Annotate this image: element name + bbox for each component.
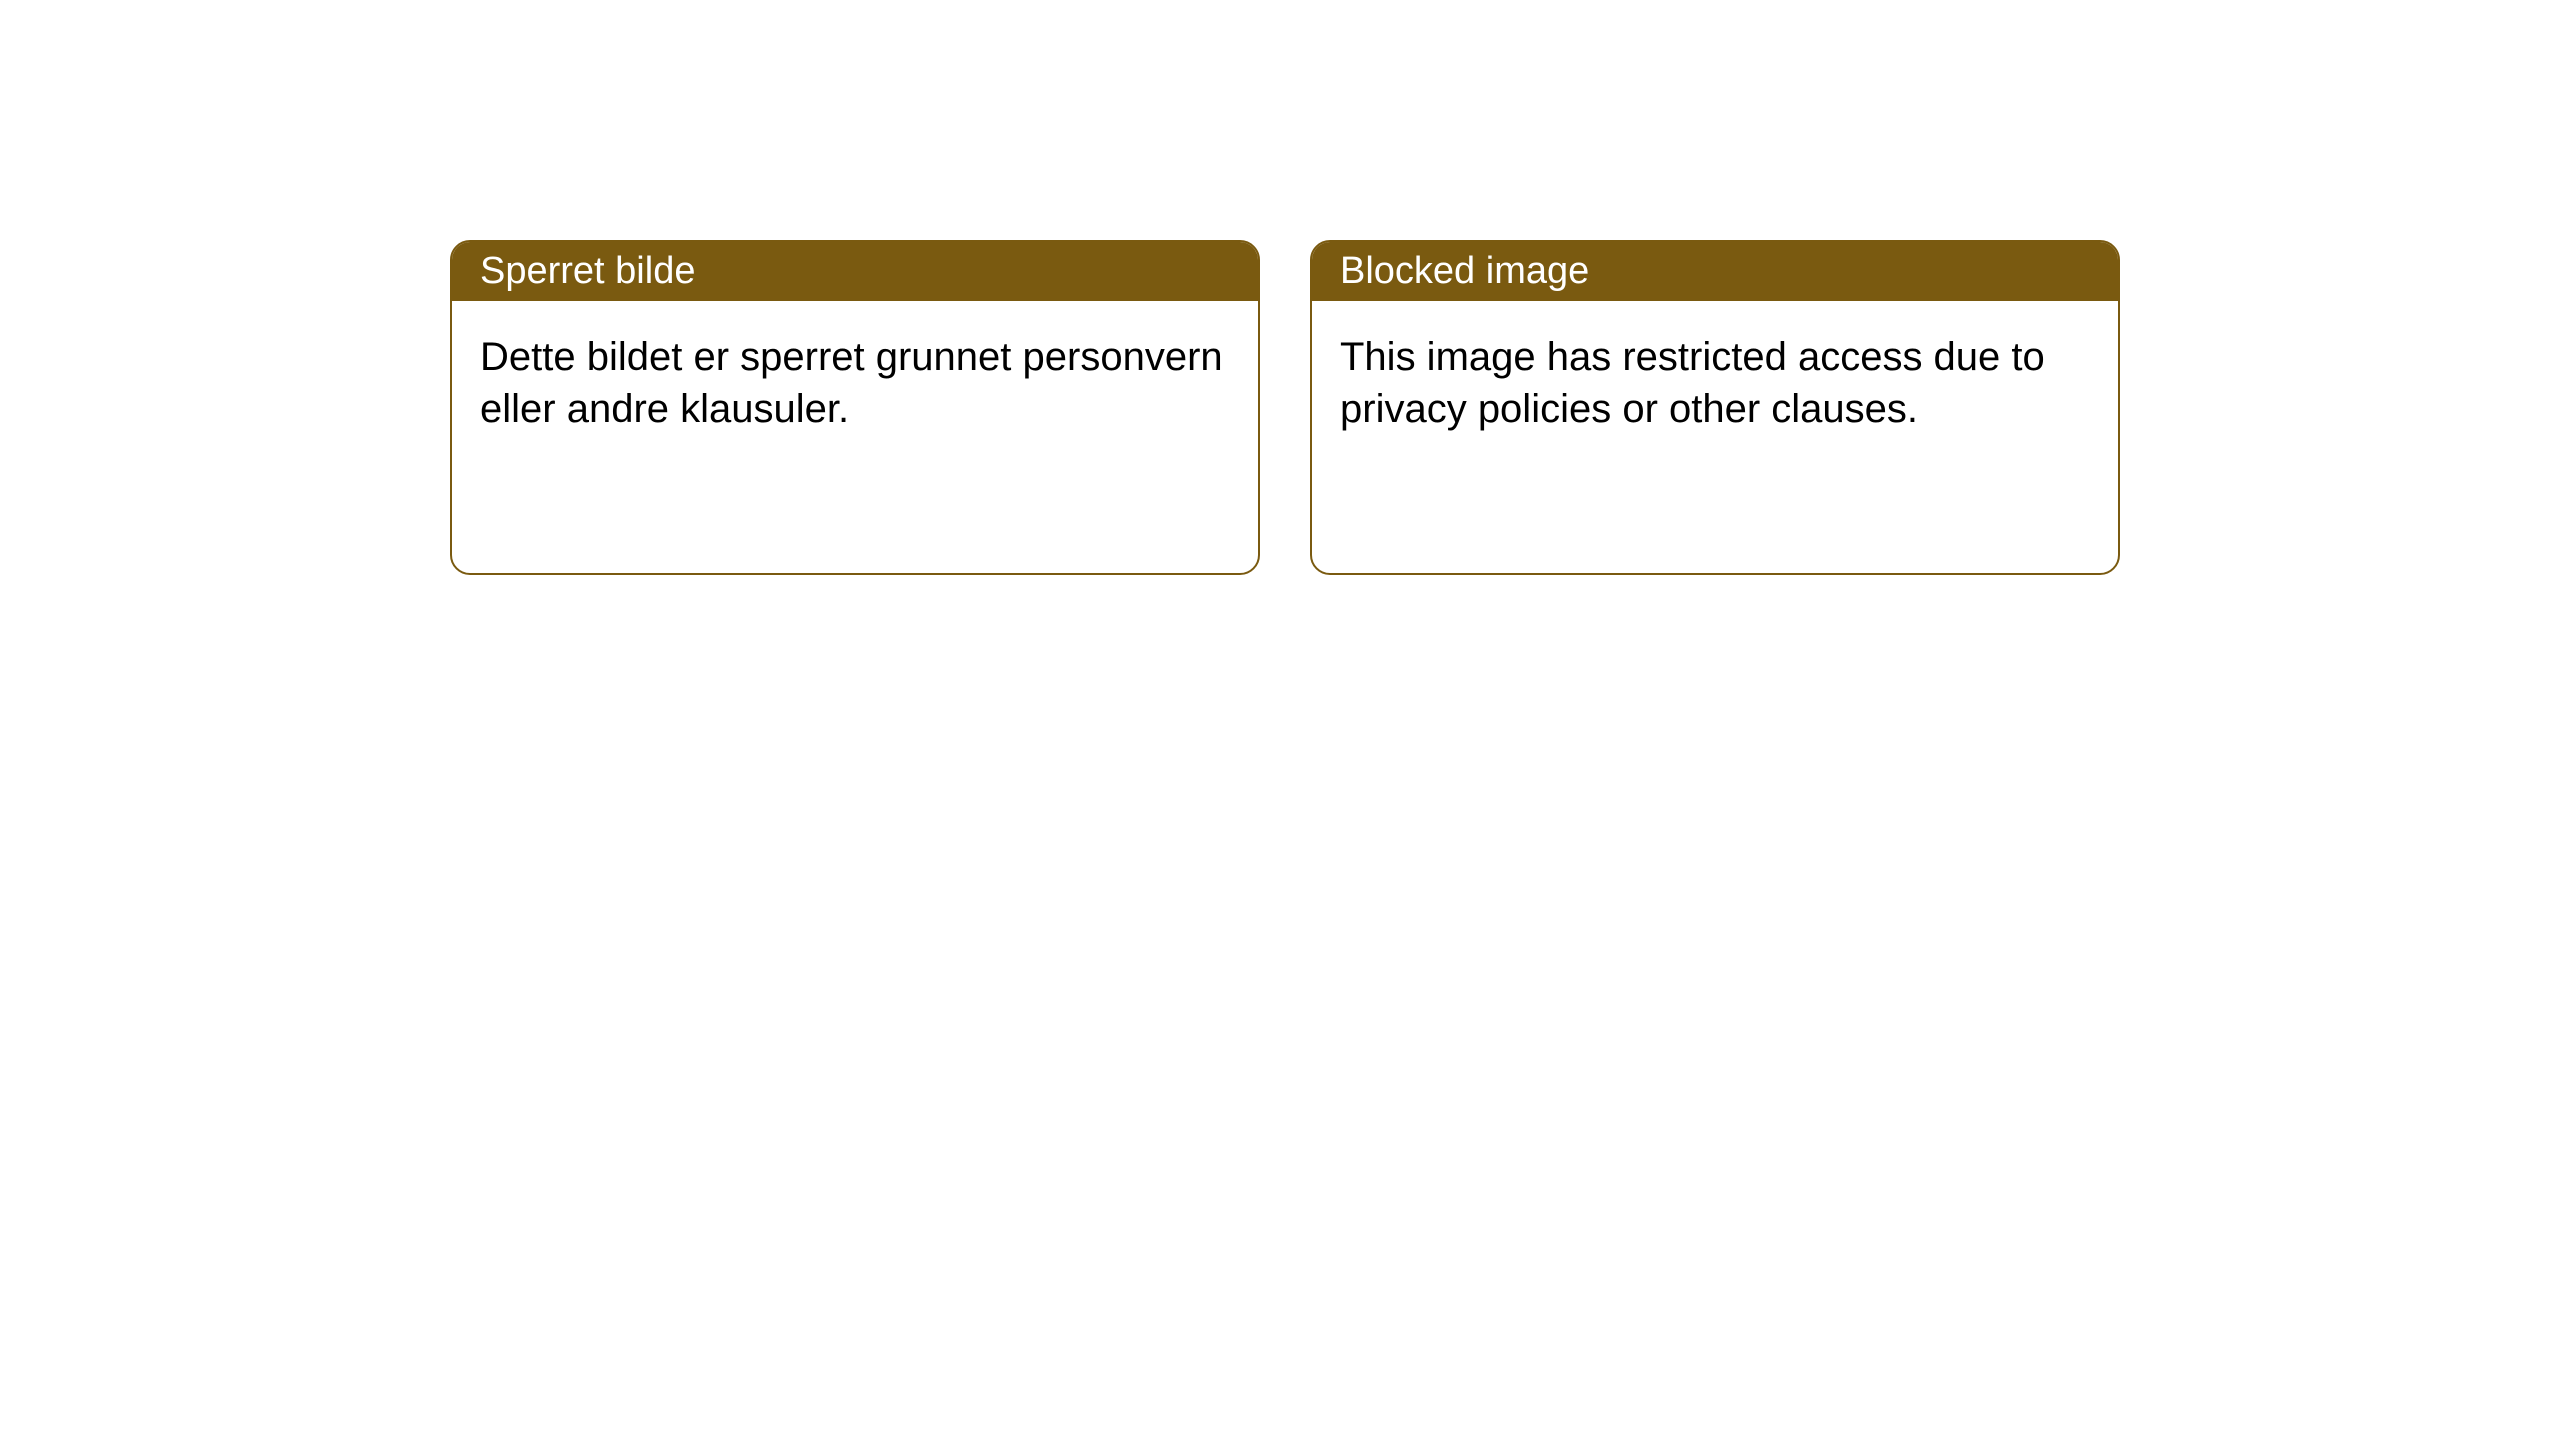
notice-card-norwegian: Sperret bilde Dette bildet er sperret gr… [450, 240, 1260, 575]
notice-title: Blocked image [1340, 250, 1589, 292]
notice-header-english: Blocked image [1312, 242, 2118, 301]
notice-body-english: This image has restricted access due to … [1312, 301, 2118, 465]
notice-title: Sperret bilde [480, 250, 695, 292]
notice-header-norwegian: Sperret bilde [452, 242, 1258, 301]
notice-card-english: Blocked image This image has restricted … [1310, 240, 2120, 575]
notice-message: This image has restricted access due to … [1340, 335, 2045, 431]
notice-body-norwegian: Dette bildet er sperret grunnet personve… [452, 301, 1258, 465]
notice-message: Dette bildet er sperret grunnet personve… [480, 335, 1223, 431]
notice-container: Sperret bilde Dette bildet er sperret gr… [0, 0, 2560, 575]
